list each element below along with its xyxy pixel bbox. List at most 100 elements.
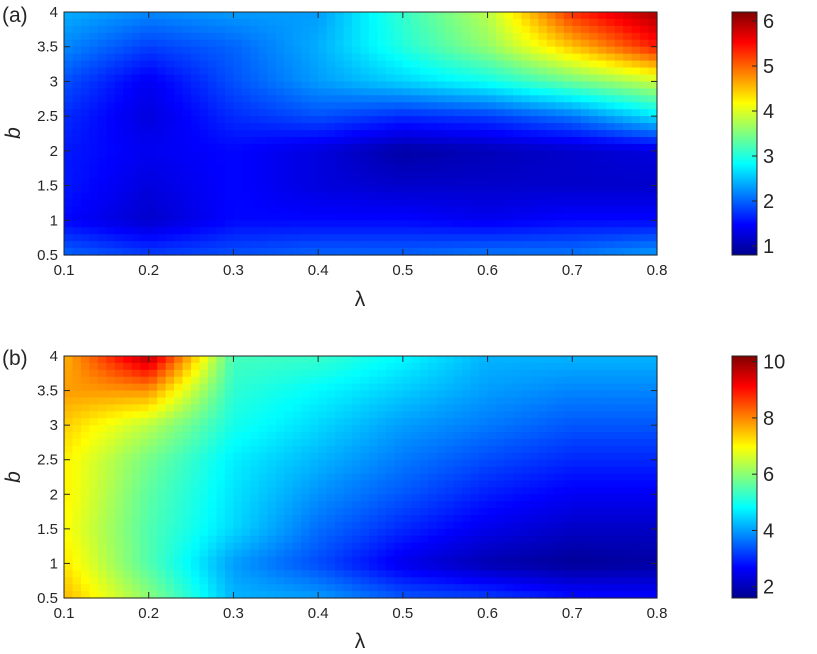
heat-cell [648,438,658,447]
heat-cell [182,53,192,62]
heat-cell [343,535,353,544]
heat-cell [267,53,277,62]
heat-cell [250,466,260,475]
heat-cell [182,12,192,20]
heat-cell [292,563,302,571]
heat-cell [174,515,184,523]
heat-cell [496,404,506,412]
heat-cell [301,397,311,405]
heat-cell [385,227,395,235]
heat-cell [572,241,582,249]
heat-cell [411,227,421,235]
heat-cell [487,164,497,173]
heat-cell [538,123,548,131]
heat-cell [445,206,455,214]
heat-cell [377,185,387,194]
heat-cell [529,494,539,502]
heat-cell [606,192,616,201]
heat-cell [72,241,82,249]
heat-cell [233,234,243,242]
heat-cell [233,452,243,461]
heat-cell [64,12,74,20]
heat-cell [182,241,192,249]
heat-cell [512,199,523,207]
heat-cell [326,18,336,27]
heat-cell [199,67,209,76]
heat-cell [123,150,133,159]
heat-cell [114,549,124,558]
heat-cell [360,508,370,516]
heat-cell [487,157,497,166]
heat-cell [72,185,82,194]
heat-cell [496,570,506,578]
heat-cell [191,362,201,371]
heat-cell [352,521,362,530]
heat-cell [597,12,607,20]
heat-cell [233,185,243,194]
heat-cell [309,563,319,571]
heat-cell [580,123,590,131]
heat-cell [165,178,175,187]
heat-cell [563,206,573,214]
heat-cell [157,81,167,89]
heat-cell [89,494,99,502]
heat-cell [157,535,167,544]
heat-cell [309,39,319,48]
heat-cell [335,515,345,523]
heat-cell [123,213,133,221]
heat-cell [343,136,353,145]
heat-cell [131,234,141,242]
heat-cell [360,150,370,159]
heat-cell [64,164,74,173]
heat-cell [631,227,641,235]
heat-cell [496,383,506,392]
heat-cell [394,241,404,249]
heat-cell [555,157,565,166]
heat-cell [106,508,116,516]
heat-cell [275,411,285,419]
heat-cell [80,241,91,249]
heat-cell [343,25,353,34]
heat-cell [496,445,506,454]
heat-cell [352,501,362,509]
heat-cell [521,130,531,138]
heat-cell [335,556,345,565]
heat-cell [352,404,362,412]
heat-cell [546,411,556,419]
heat-cell [496,549,506,558]
heat-cell [614,390,624,399]
heat-cell [352,438,362,447]
heat-cell [267,362,277,371]
heat-cell [80,487,91,495]
heat-cell [563,213,573,221]
x-tick-label-b: 0.3 [223,605,244,622]
heat-cell [318,480,328,488]
heat-cell [335,480,345,488]
heat-cell [470,425,480,433]
heat-cell [267,535,277,544]
heat-cell [368,452,379,461]
heat-cell [631,123,641,131]
heat-cell [436,459,446,468]
heat-cell [648,227,658,235]
heat-cell [623,515,633,523]
heat-cell [199,192,209,201]
heat-cell [250,123,260,131]
heat-cell [174,508,184,516]
heat-cell [250,369,260,378]
heat-cell [174,369,184,378]
heat-cell [284,178,294,187]
heat-cell [114,383,124,392]
heat-cell [453,542,463,551]
heat-cell [419,480,429,488]
heat-cell [284,109,294,117]
heat-cell [335,234,345,242]
heat-cell [385,425,395,433]
y-tick-label-a: 1.5 [37,178,58,195]
heat-cell [97,362,107,371]
heat-cell [606,383,616,392]
heat-cell [563,473,573,482]
heat-cell [191,487,201,495]
heat-cell [631,376,641,385]
heat-cell [267,404,277,412]
